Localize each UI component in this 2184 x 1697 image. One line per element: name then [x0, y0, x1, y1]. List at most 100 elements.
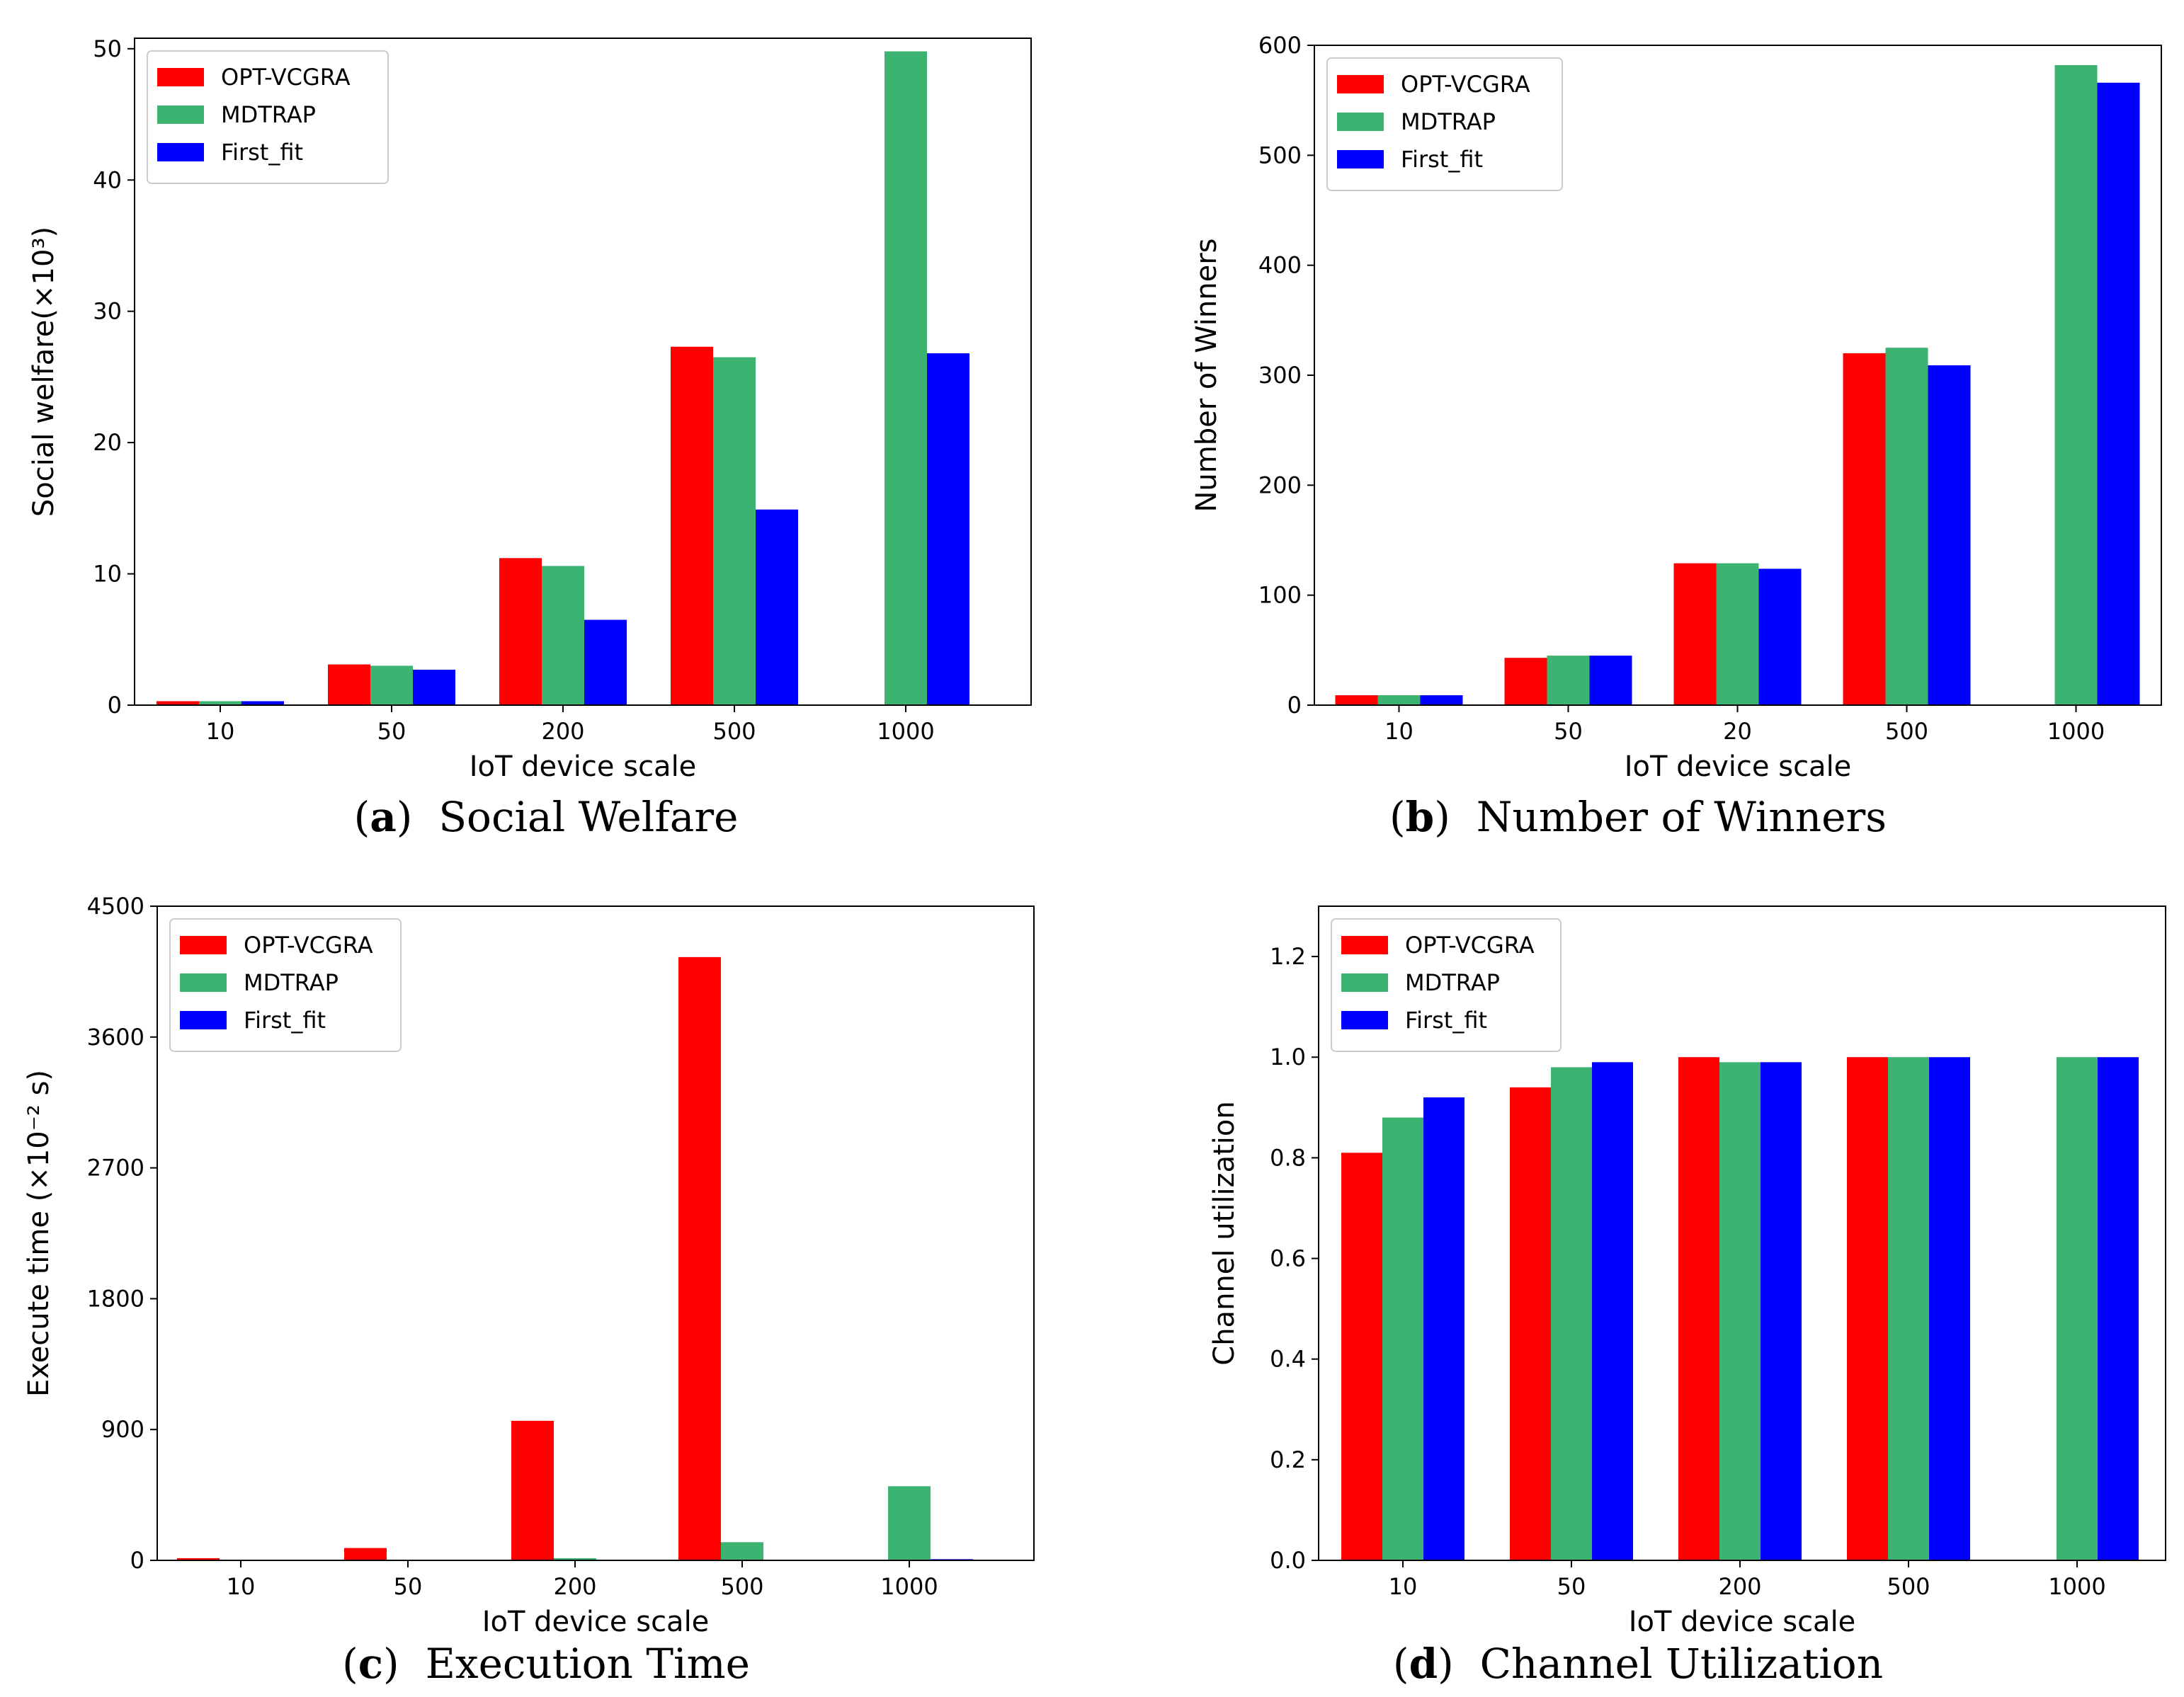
- legend-label: First_fit: [1405, 1007, 1487, 1034]
- caption-text: Channel Utilization: [1479, 1640, 1884, 1688]
- x-tick-label: 50: [377, 718, 406, 745]
- legend: OPT-VCGRA MDTRAP First_fit: [147, 50, 389, 184]
- bar-opt-vcgra: [344, 1548, 387, 1560]
- bar-opt-vcgra: [1847, 1057, 1888, 1560]
- x-tick-label: 50: [1554, 718, 1583, 745]
- bar-opt-vcgra: [671, 346, 713, 705]
- legend-label: OPT-VCGRA: [1405, 932, 1535, 959]
- x-tick-label: 1000: [2047, 718, 2105, 745]
- legend-box: [1326, 57, 1563, 191]
- y-tick-label: 1800: [87, 1285, 144, 1312]
- y-tick-label: 0: [130, 1547, 144, 1574]
- caption-letter: c: [358, 1640, 384, 1688]
- bar-first_fit: [1420, 695, 1463, 705]
- legend-label: OPT-VCGRA: [244, 932, 373, 959]
- bar-mdtrap: [199, 701, 241, 705]
- y-tick-label: 600: [1258, 32, 1302, 59]
- y-tick-label: 1.2: [1270, 943, 1306, 970]
- caption-text: Number of Winners: [1476, 793, 1887, 841]
- y-tick-label: 0: [1287, 692, 1302, 719]
- legend-swatch: [180, 973, 227, 992]
- x-tick-label: 500: [1885, 718, 1928, 745]
- x-axis-label: IoT device scale: [470, 750, 697, 783]
- y-tick-label: 2700: [87, 1155, 144, 1182]
- legend-label: MDTRAP: [1401, 108, 1496, 135]
- chart-panel-social-welfare: 0 10 20 30 40 50 10 50 200 500 1000 IoT device scal…: [0, 0, 1092, 848]
- legend-swatch: [180, 936, 227, 954]
- bar-mdtrap: [1888, 1057, 1929, 1560]
- chart-svg-execution-time: 0 900 1800 2700 3600 4500 10 50 200 500 1000 IoT de…: [23, 893, 1035, 1638]
- bar-opt-vcgra: [1678, 1057, 1719, 1560]
- x-tick-label: 500: [1887, 1573, 1930, 1600]
- x-tick-label: 200: [541, 718, 584, 745]
- legend-box: [147, 50, 389, 184]
- y-tick-label: 40: [93, 166, 122, 193]
- bar-mdtrap: [554, 1558, 596, 1560]
- x-tick-label: 50: [394, 1573, 423, 1600]
- caption-letter: a: [370, 793, 397, 841]
- bar-first_fit: [413, 669, 455, 705]
- x-tick-label: 10: [206, 718, 235, 745]
- bar-opt-vcgra: [157, 701, 199, 705]
- caption-channel-utilization: (d) Channel Utilization: [1392, 1640, 1884, 1688]
- y-tick-label: 400: [1258, 252, 1302, 279]
- plot-frame: [1318, 905, 2166, 1561]
- bar-first_fit: [1929, 1057, 1970, 1560]
- bar-first_fit: [927, 353, 969, 705]
- bar-first_fit: [756, 509, 798, 705]
- y-tick-label: 0: [108, 692, 122, 719]
- x-tick-label: 10: [227, 1573, 256, 1600]
- bar-opt-vcgra: [1335, 695, 1378, 705]
- legend-swatch: [1341, 936, 1388, 954]
- x-tick-label: 500: [712, 718, 756, 745]
- y-tick-label: 3600: [87, 1024, 144, 1051]
- x-tick-label: 10: [1384, 718, 1414, 745]
- bar-first_fit: [1758, 568, 1802, 705]
- legend-swatch: [1337, 150, 1384, 168]
- legend-swatch: [157, 143, 204, 161]
- bar-opt-vcgra: [678, 956, 721, 1560]
- caption-text: Social Welfare: [438, 793, 739, 841]
- bar-opt-vcgra: [511, 1420, 554, 1560]
- y-tick-label: 300: [1258, 362, 1302, 389]
- x-tick-label: 50: [1557, 1573, 1586, 1600]
- bar-opt-vcgra: [328, 664, 370, 705]
- y-tick-label: 20: [93, 429, 122, 456]
- plot-frame: [134, 38, 1032, 706]
- bar-mdtrap: [542, 566, 584, 705]
- y-tick-label: 0.4: [1270, 1346, 1306, 1373]
- y-tick-label: 50: [93, 35, 122, 62]
- y-tick-label: 200: [1258, 472, 1302, 498]
- bar-mdtrap: [2054, 64, 2098, 705]
- bar-mdtrap: [1719, 1062, 1761, 1560]
- bar-opt-vcgra: [499, 558, 542, 705]
- plot-frame: [157, 905, 1035, 1561]
- legend-box: [1331, 918, 1562, 1052]
- legend: OPT-VCGRA MDTRAP First_fit: [1326, 57, 1563, 191]
- caption-execution-time: (c) Execution Time: [342, 1640, 750, 1688]
- chart-panel-execution-time: 0 900 1800 2700 3600 4500 10 50 200 500 1000 IoT de…: [0, 848, 1092, 1696]
- x-tick-label: 20: [1723, 718, 1752, 745]
- legend-swatch: [1341, 1011, 1388, 1029]
- legend-label: First_fit: [244, 1007, 326, 1034]
- bar-mdtrap: [2057, 1057, 2098, 1560]
- x-tick-label: 1000: [877, 718, 934, 745]
- bar-mdtrap: [888, 1486, 931, 1560]
- x-axis-label: IoT device scale: [482, 1606, 710, 1638]
- y-tick-label: 900: [101, 1416, 144, 1443]
- legend-swatch: [157, 68, 204, 86]
- bar-opt-vcgra: [1341, 1153, 1382, 1560]
- bar-first_fit: [1423, 1097, 1464, 1560]
- y-tick-label: 100: [1258, 582, 1302, 609]
- y-axis-label: Channel utilization: [1208, 1101, 1241, 1365]
- bar-opt-vcgra: [177, 1558, 220, 1560]
- x-axis-label: IoT device scale: [1625, 750, 1852, 783]
- y-axis-label: Number of Winners: [1190, 238, 1223, 512]
- y-axis-label: Execute time (×10⁻² s): [23, 1070, 55, 1397]
- y-tick-label: 500: [1258, 142, 1302, 168]
- bar-first_fit: [1928, 365, 1971, 705]
- legend-label: OPT-VCGRA: [1401, 71, 1530, 98]
- legend-label: MDTRAP: [244, 969, 339, 996]
- y-tick-label: 0.8: [1270, 1144, 1306, 1171]
- chart-panel-number-of-winners: 0 100 200 300 400 500 600 10 50 20 500 1000 IoT devi…: [1092, 0, 2184, 848]
